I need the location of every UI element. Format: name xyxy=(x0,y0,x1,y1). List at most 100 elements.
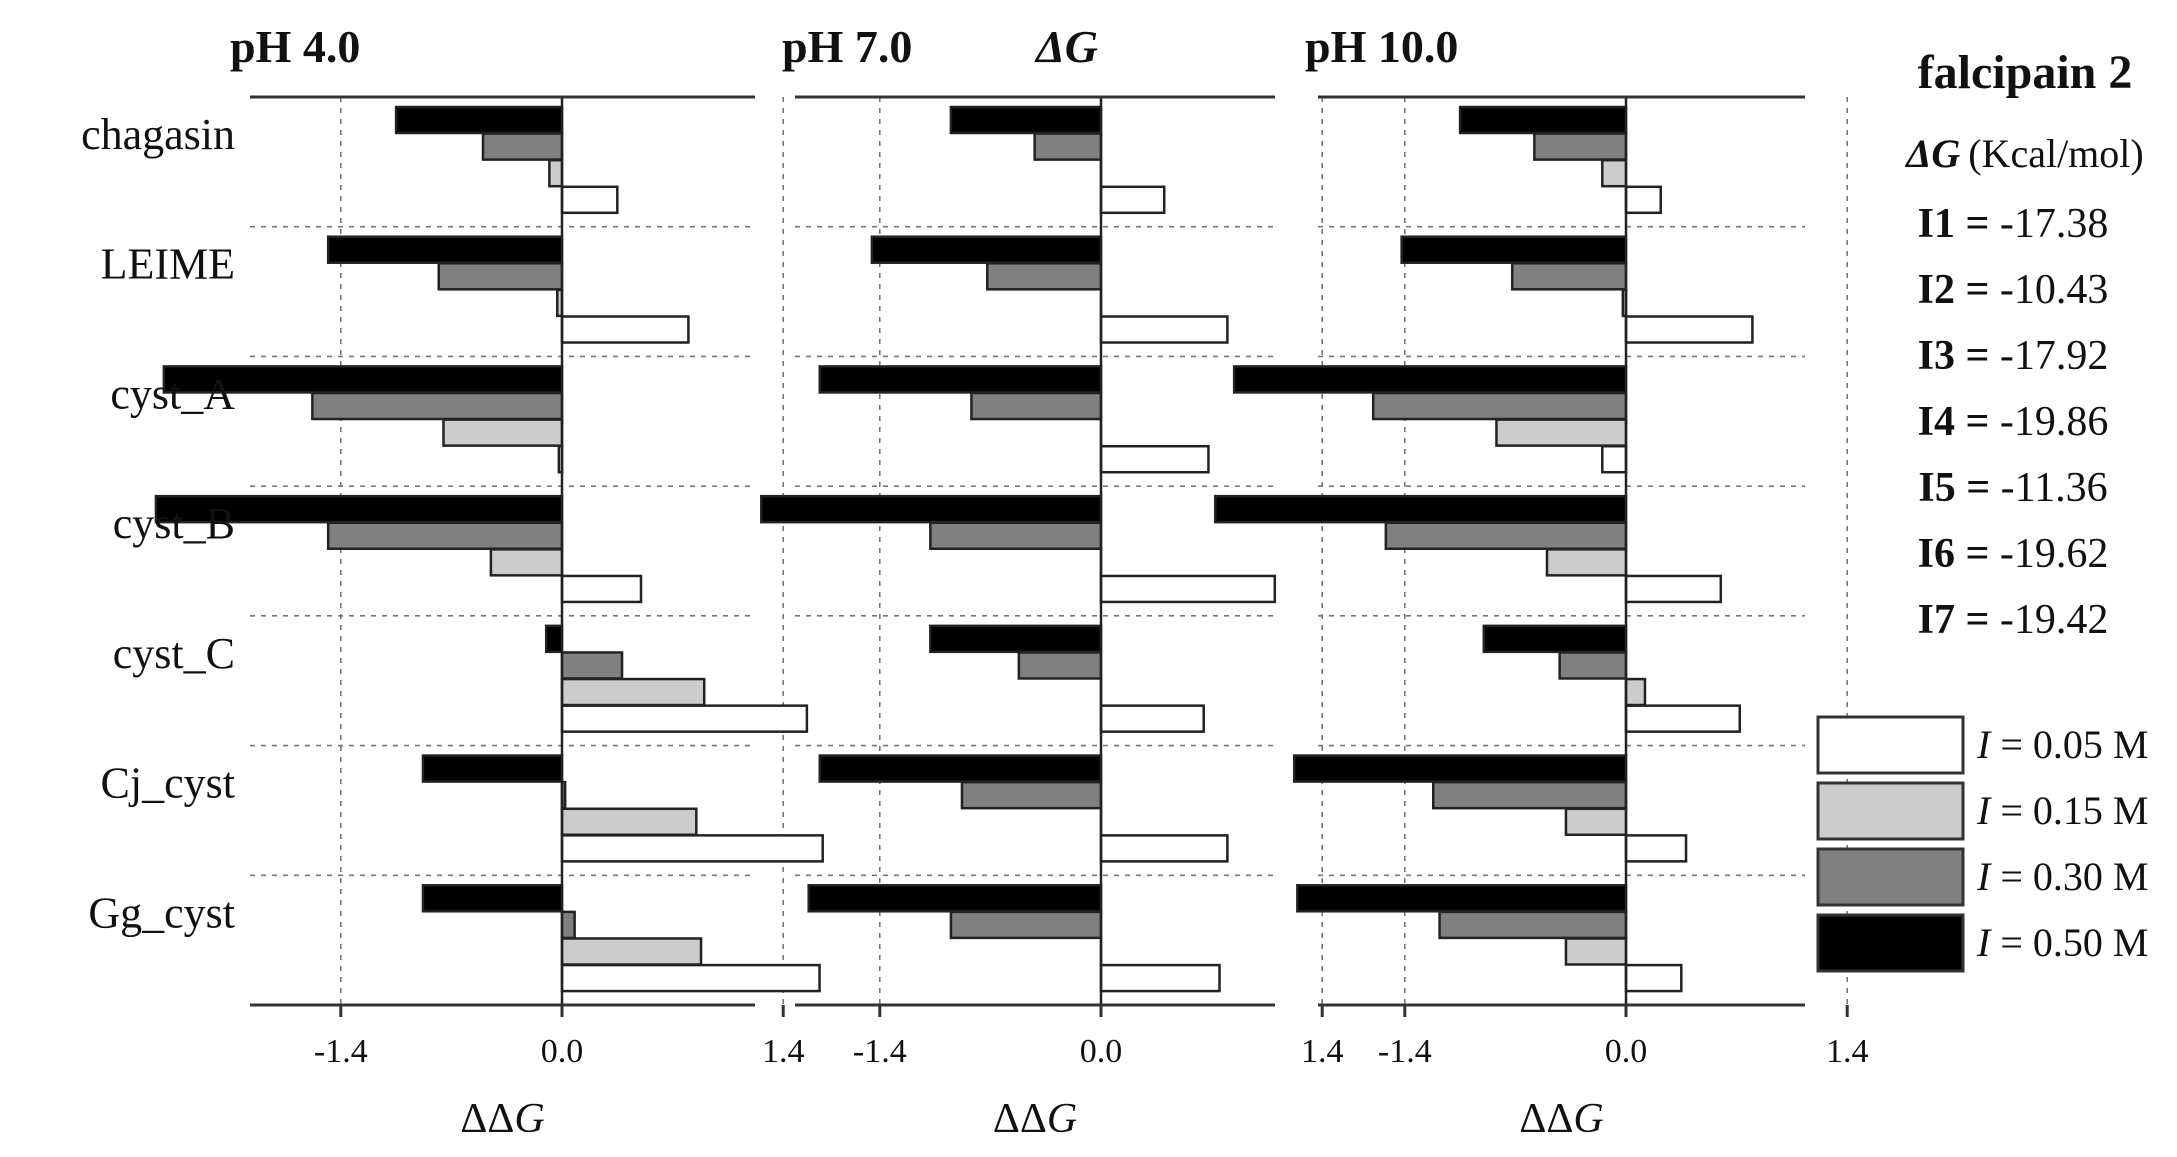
bar-gg-cyst-s2 xyxy=(560,937,703,966)
bar-cyst-c-s1 xyxy=(1624,704,1742,733)
bar-cj-cyst-s1 xyxy=(1624,834,1688,863)
bar-cyst-a-s2 xyxy=(1495,418,1628,447)
energy-item: I5 = -11.36 xyxy=(1918,465,2107,511)
bar-leime-s1 xyxy=(1099,315,1229,344)
bar-cyst-b-s2 xyxy=(489,548,564,577)
x-tick-label: 0.0 xyxy=(541,1033,584,1070)
x-tick-label: -1.4 xyxy=(1378,1033,1432,1070)
bar-cyst-a-s3 xyxy=(311,391,564,421)
bar-cj-cyst-s4 xyxy=(421,754,564,783)
energy-label: I5 = xyxy=(1918,465,2000,511)
bar-leime-s4 xyxy=(326,235,564,264)
bar-cyst-c-s1 xyxy=(1099,704,1205,733)
bar-chagasin-s3 xyxy=(1033,132,1103,161)
bar-cyst-a-s2 xyxy=(442,418,564,447)
side-panel-title: falcipain 2 xyxy=(1918,46,2133,99)
bar-cj-cyst-s2 xyxy=(1564,807,1628,837)
bar-chagasin-s1 xyxy=(1624,185,1663,215)
bar-cyst-a-s1 xyxy=(1601,444,1628,474)
bar-leime-s4 xyxy=(1400,235,1628,264)
bar-cyst-b-s1 xyxy=(560,574,643,604)
energy-value: -19.42 xyxy=(2000,597,2109,643)
delta-g-heading: ΔG (Kcal/mol) xyxy=(1904,131,2143,176)
legend-swatch xyxy=(1816,715,1965,775)
bar-leime-s3 xyxy=(437,262,564,291)
energy-value: -10.43 xyxy=(2000,267,2109,313)
bar-gg-cyst-s4 xyxy=(421,884,564,913)
category-label: Cj_cyst xyxy=(101,759,235,808)
energy-value: -17.92 xyxy=(2000,333,2109,379)
x-axis-label-delta: ΔΔ xyxy=(993,1096,1047,1142)
legend-symbol: I xyxy=(1976,788,1992,833)
bar-cyst-b-s3 xyxy=(326,521,564,550)
x-tick-label: -1.4 xyxy=(853,1033,907,1070)
x-tick-label: 1.4 xyxy=(1826,1033,1869,1070)
bar-leime-s1 xyxy=(1624,315,1754,344)
legend-label: I = 0.30 M xyxy=(1976,854,2148,899)
legend-swatch xyxy=(1816,847,1965,907)
x-axis-label: ΔΔG xyxy=(993,1096,1077,1142)
x-axis-label: ΔΔG xyxy=(460,1096,544,1142)
energy-label: I2 = xyxy=(1918,267,2000,313)
x-axis-label: ΔΔG xyxy=(1519,1096,1603,1142)
x-axis-label-var: G xyxy=(514,1096,544,1142)
bar-cyst-b-s1 xyxy=(1624,574,1723,604)
panel-2: pH 7.0 -1.4 0.0 1.4 ΔΔG xyxy=(760,21,1344,1142)
category-label: Gg_cyst xyxy=(88,888,235,937)
legend-value: = 0.30 M xyxy=(1990,854,2148,899)
energy-label: I4 = xyxy=(1918,399,2000,445)
bar-chagasin-s3 xyxy=(1533,132,1628,161)
bar-cyst-b-s4 xyxy=(1213,494,1628,524)
bar-cyst-c-s2 xyxy=(560,677,706,707)
x-tick-label: -1.4 xyxy=(314,1033,368,1070)
energy-value: -19.86 xyxy=(2000,399,2109,445)
bar-cyst-c-s1 xyxy=(560,704,809,733)
bar-leime-s3 xyxy=(1510,262,1628,291)
chart-center-title: ΔG xyxy=(1034,21,1098,72)
bar-cyst-a-s4 xyxy=(818,365,1103,394)
category-label: LEIME xyxy=(101,240,235,289)
legend-value: = 0.05 M xyxy=(1990,722,2148,767)
delta-g-units: (Kcal/mol) xyxy=(1968,131,2144,176)
category-label: cyst_C xyxy=(113,629,235,678)
legend: I = 0.05 MI = 0.15 MI = 0.30 MI = 0.50 M xyxy=(1816,715,2148,973)
category-label: cyst_B xyxy=(113,499,235,548)
x-tick-label: 1.4 xyxy=(1301,1033,1344,1070)
bar-chagasin-s1 xyxy=(560,185,619,215)
bar-cyst-c-s2 xyxy=(1624,677,1647,707)
bar-chagasin-s4 xyxy=(394,105,564,135)
panel-title: pH 7.0 xyxy=(782,21,912,72)
bar-cyst-b-s4 xyxy=(760,494,1103,524)
bar-gg-cyst-s1 xyxy=(1624,963,1683,993)
bar-chagasin-s2 xyxy=(548,158,564,188)
energy-item: I6 = -19.62 xyxy=(1918,531,2109,577)
legend-label: I = 0.15 M xyxy=(1976,788,2148,833)
category-label: chagasin xyxy=(81,110,235,159)
bar-cyst-a-s1 xyxy=(1099,444,1210,474)
energy-item: I7 = -19.42 xyxy=(1918,597,2109,643)
x-tick-label: 1.4 xyxy=(762,1033,805,1070)
energy-item: I4 = -19.86 xyxy=(1918,399,2109,445)
energy-label: I1 = xyxy=(1918,201,2000,247)
bar-cyst-c-s4 xyxy=(1482,624,1628,654)
legend-label: I = 0.05 M xyxy=(1976,722,2148,767)
energy-label: I3 = xyxy=(1918,333,2000,379)
category-labels: chagasin LEIME cyst_A cyst_B cyst_C Cj_cyst Gg… xyxy=(81,110,235,937)
bar-cyst-c-s4 xyxy=(929,624,1103,654)
bar-cyst-b-s1 xyxy=(1099,574,1277,604)
bar-gg-cyst-s1 xyxy=(560,963,821,993)
bar-cyst-c-s4 xyxy=(544,624,564,654)
bar-gg-cyst-s3 xyxy=(560,910,576,940)
panel-title: pH 10.0 xyxy=(1305,21,1458,72)
bar-gg-cyst-s4 xyxy=(807,884,1103,913)
bar-cyst-c-s3 xyxy=(1017,651,1103,680)
bar-cj-cyst-s4 xyxy=(1292,754,1628,783)
panel-3: pH 10.0 -1.4 0.0 1.4 ΔΔG xyxy=(1213,21,1869,1142)
x-tick-label: 0.0 xyxy=(1080,1033,1123,1070)
bar-cyst-b-s2 xyxy=(1545,548,1628,577)
bar-leime-s1 xyxy=(560,315,690,344)
bar-cj-cyst-s3 xyxy=(1431,780,1628,810)
